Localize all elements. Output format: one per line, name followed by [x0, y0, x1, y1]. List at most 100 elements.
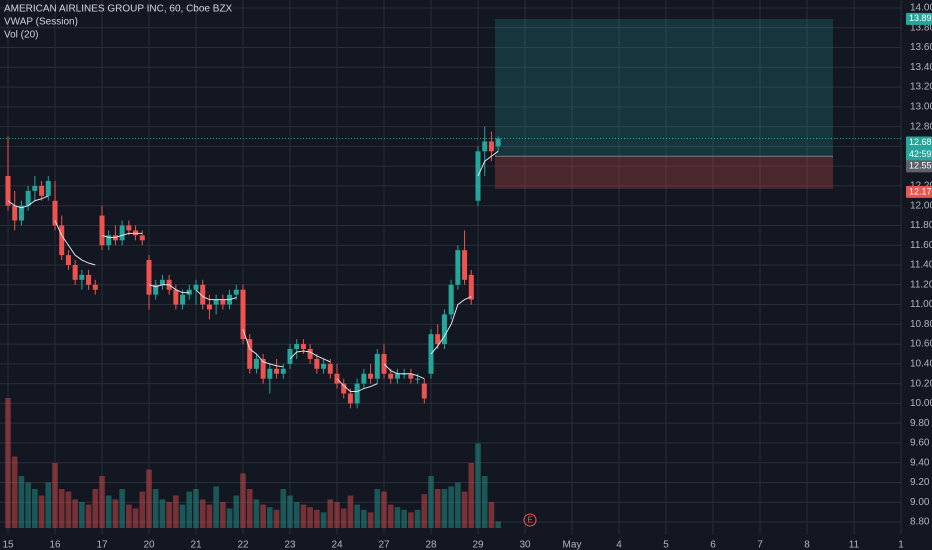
x-tick-label: 5: [663, 540, 669, 550]
volume-bar: [293, 502, 300, 528]
plot: E: [0, 18, 902, 528]
countdown-label: 42:59: [909, 149, 932, 159]
candle-body: [200, 284, 206, 305]
y-tick-label: 9.00: [910, 497, 930, 508]
y-tick-label: 13.60: [910, 42, 932, 53]
volume-bar: [287, 495, 293, 528]
candle-body: [25, 190, 31, 206]
candle-body: [300, 344, 306, 350]
candle-body: [388, 373, 394, 379]
volume-bar: [213, 486, 219, 528]
candle-body: [193, 284, 199, 290]
y-tick-label: 10.20: [910, 378, 932, 389]
volume-bar: [92, 489, 99, 528]
candle-body: [287, 349, 293, 364]
volume-bar: [414, 509, 421, 528]
candle-body: [206, 304, 212, 310]
volume-bar: [220, 502, 226, 528]
volume-bar: [367, 512, 374, 528]
candle-body: [294, 344, 300, 350]
volume-bar: [25, 482, 31, 528]
candle-body: [173, 289, 179, 305]
volume-bar: [334, 502, 340, 528]
countdown-badge: [906, 148, 932, 161]
volume-bar: [126, 504, 132, 528]
x-tick-label: 21: [190, 540, 202, 550]
volume-bar: [139, 491, 146, 528]
x-tick-label: May: [563, 540, 582, 550]
volume-bar: [455, 482, 461, 528]
volume-bar: [361, 509, 367, 528]
candle-body: [240, 289, 246, 340]
volume-bar: [240, 473, 246, 528]
x-tick-label: 11: [849, 540, 860, 550]
volume-bar: [32, 489, 38, 528]
candle-body: [280, 368, 286, 374]
volume-bar: [152, 489, 159, 528]
volume-bar: [193, 489, 199, 528]
candle-body: [106, 235, 112, 246]
x-tick-label: 20: [143, 540, 155, 550]
candle-body: [180, 294, 186, 305]
volume-bar: [260, 504, 266, 528]
volume-bar: [72, 499, 78, 528]
candle-body: [12, 205, 18, 221]
candle-body: [488, 141, 494, 152]
candle-body: [126, 225, 132, 231]
volume-bar: [173, 495, 179, 528]
price-badge: [906, 160, 932, 173]
stop-zone: [495, 156, 833, 189]
candle-body: [72, 265, 78, 280]
y-tick-label: 10.00: [910, 398, 932, 409]
candle-body: [32, 185, 38, 191]
candle-body: [99, 215, 105, 246]
volume-bar: [206, 504, 213, 528]
volume-bar: [186, 491, 193, 528]
y-tick-label: 11.00: [910, 299, 932, 310]
vwap-line: [7, 150, 499, 393]
candle-body: [394, 373, 400, 379]
x-tick-label: 4: [616, 540, 622, 550]
x-tick-label: 17: [96, 540, 108, 550]
volume-bar: [267, 507, 273, 528]
x-tick-label: 22: [237, 540, 249, 550]
volume-bar: [461, 491, 468, 528]
volume-bar: [475, 443, 481, 528]
volume-bar: [314, 509, 320, 528]
candle-body: [146, 260, 152, 295]
candle-body: [267, 368, 273, 379]
volume-bar: [468, 463, 475, 528]
x-tick-label: 7: [757, 540, 763, 550]
volume-bar: [146, 469, 152, 528]
price-badge: [906, 185, 932, 198]
volume-bar: [481, 476, 488, 528]
indicator-label: Vol (20): [4, 30, 38, 41]
candle-body: [45, 180, 51, 196]
volume-bar: [112, 499, 119, 528]
volume-bar: [488, 502, 495, 528]
indicator-label: VWAP (Session): [4, 17, 78, 28]
volume-bar: [327, 499, 334, 528]
volume-bar: [166, 502, 172, 528]
candle-body: [59, 225, 65, 256]
candle-body: [119, 225, 125, 241]
candle-body: [468, 274, 474, 300]
y-tick-label: 14.00: [910, 3, 932, 14]
volume-bar: [11, 456, 18, 528]
x-tick-label: 15: [2, 540, 14, 550]
volume-bar: [428, 476, 434, 528]
y-tick-label: 10.60: [910, 339, 932, 350]
price-badge: [906, 12, 932, 25]
x-tick-label: 8: [804, 540, 810, 550]
volume-bar: [354, 504, 360, 528]
price-badge-label: 12.17: [909, 186, 932, 196]
earnings-label: E: [527, 516, 532, 525]
symbol-title: AMERICAN AIRLINES GROUP INC, 60, Cboe BZ…: [4, 4, 233, 15]
x-tick-label: 6: [710, 540, 716, 550]
candle-body: [408, 373, 414, 379]
volume-bar: [199, 499, 206, 528]
target-zone: [495, 18, 833, 157]
volume-bar: [441, 489, 448, 528]
candle-body: [327, 363, 333, 374]
y-tick-label: 8.80: [910, 517, 930, 528]
